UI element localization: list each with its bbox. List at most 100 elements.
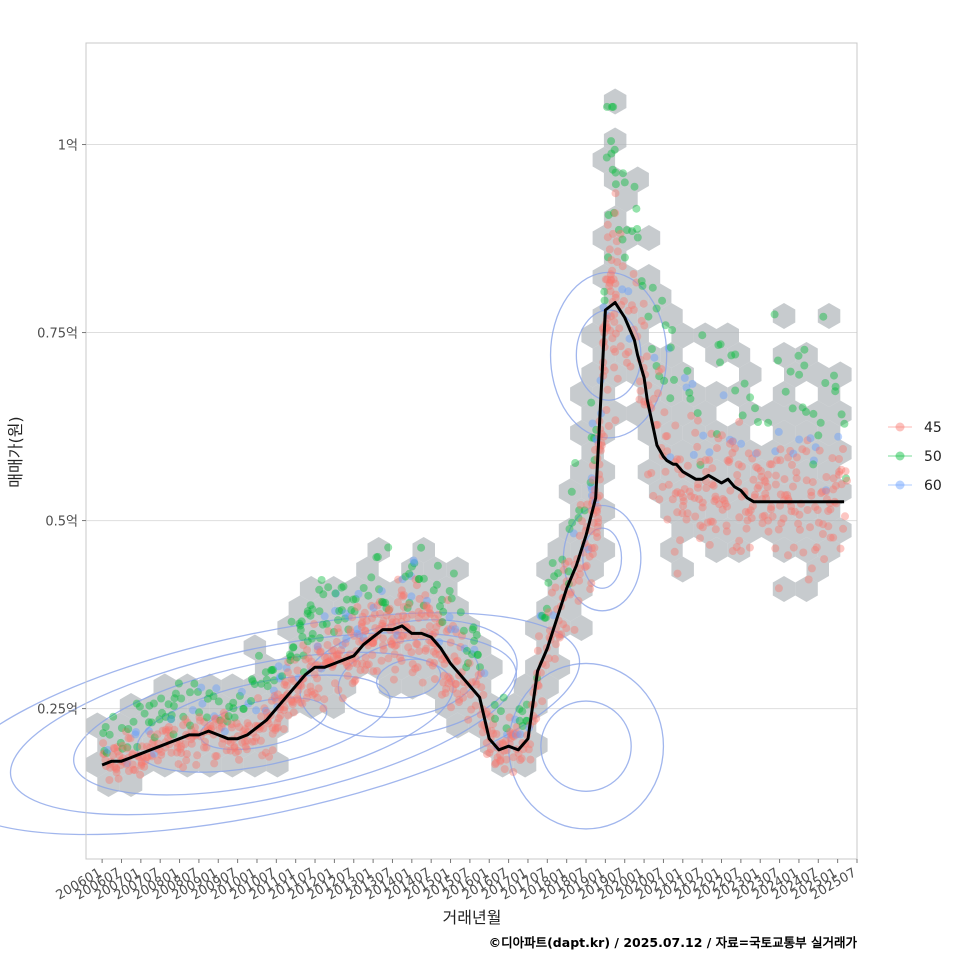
data-point-60	[809, 456, 818, 465]
data-point-45	[147, 751, 156, 760]
data-point-45	[808, 478, 817, 487]
data-point-50	[405, 598, 414, 607]
data-point-50	[620, 178, 629, 187]
data-point-45	[744, 508, 753, 517]
data-point-45	[744, 449, 753, 458]
hexbin-cell	[626, 283, 649, 310]
data-point-45	[548, 588, 556, 597]
data-point-45	[455, 695, 464, 704]
data-point-45	[239, 727, 248, 736]
data-point-45	[183, 718, 192, 727]
data-point-50	[568, 518, 577, 527]
data-point-45	[726, 486, 735, 495]
data-point-45	[222, 746, 231, 755]
data-point-45	[379, 645, 388, 654]
data-point-45	[653, 420, 662, 429]
data-point-45	[777, 519, 786, 528]
data-point-45	[467, 705, 476, 714]
data-point-45	[613, 247, 622, 256]
hexbin-cell	[727, 459, 751, 485]
data-point-50	[296, 625, 305, 634]
data-point-45	[566, 588, 575, 597]
hexbin-cell	[705, 498, 728, 524]
data-point-45	[260, 704, 269, 713]
data-point-45	[728, 437, 737, 446]
data-point-45	[414, 607, 423, 616]
data-point-45	[748, 454, 757, 463]
data-point-50	[403, 603, 412, 612]
data-point-60	[276, 672, 285, 681]
data-point-50	[459, 626, 468, 635]
data-point-50	[268, 666, 277, 674]
data-point-60	[682, 383, 691, 392]
data-point-50	[101, 723, 110, 731]
data-point-60	[725, 435, 734, 444]
hexbin-cell	[795, 459, 818, 485]
hexbin-cell	[446, 634, 469, 661]
data-point-45	[124, 767, 133, 775]
data-point-50	[230, 713, 239, 722]
data-point-45	[818, 530, 827, 538]
data-point-45	[425, 608, 434, 617]
data-point-45	[313, 642, 322, 651]
density-contour	[549, 271, 668, 439]
data-point-45	[649, 394, 658, 403]
hexbin-cell	[637, 459, 661, 485]
data-point-45	[748, 502, 757, 511]
data-point-50	[384, 606, 393, 615]
density-contour	[73, 651, 454, 796]
data-point-45	[824, 522, 833, 531]
hexbin-cell	[491, 751, 514, 778]
data-point-50	[800, 345, 809, 354]
data-point-45	[720, 496, 729, 505]
data-point-45	[351, 675, 360, 684]
data-point-50	[542, 604, 551, 613]
data-point-50	[554, 569, 563, 578]
data-point-50	[334, 616, 342, 625]
data-point-45	[803, 506, 812, 514]
data-point-50	[540, 613, 549, 622]
data-point-45	[109, 751, 118, 760]
data-point-50	[384, 543, 393, 552]
data-point-45	[179, 763, 188, 772]
data-point-45	[696, 457, 705, 466]
data-point-45	[443, 596, 452, 604]
data-point-50	[414, 575, 423, 584]
data-point-60	[393, 631, 402, 640]
data-point-45	[754, 464, 762, 473]
hexbin-cell	[795, 537, 818, 563]
data-point-50	[438, 618, 447, 627]
hexbin-cell	[615, 264, 638, 290]
hexbin-cell	[615, 342, 638, 368]
hexbin-cell	[108, 751, 131, 778]
data-point-45	[841, 467, 850, 476]
data-point-45	[334, 650, 343, 659]
data-point-45	[728, 448, 737, 457]
data-point-45	[333, 650, 342, 659]
data-point-45	[328, 646, 337, 655]
data-point-50	[611, 180, 620, 189]
data-point-50	[661, 321, 670, 330]
data-point-45	[588, 476, 597, 485]
data-point-45	[826, 533, 835, 542]
data-point-50	[140, 709, 149, 718]
data-point-45	[474, 671, 483, 679]
data-point-50	[235, 691, 244, 700]
data-point-60	[210, 712, 219, 721]
data-point-45	[130, 766, 139, 775]
data-point-45	[379, 616, 388, 625]
data-point-45	[385, 604, 394, 613]
data-point-45	[273, 690, 282, 699]
data-point-45	[696, 521, 705, 530]
data-point-50	[652, 304, 661, 313]
hexbin-cell	[603, 88, 627, 115]
data-point-50	[335, 607, 344, 615]
hexbin-cell	[209, 693, 233, 719]
data-point-45	[268, 746, 277, 755]
data-point-45	[137, 761, 146, 770]
data-point-45	[491, 760, 500, 769]
data-point-45	[695, 495, 704, 504]
data-point-45	[763, 470, 772, 479]
data-point-45	[431, 649, 440, 658]
data-point-45	[575, 570, 584, 579]
